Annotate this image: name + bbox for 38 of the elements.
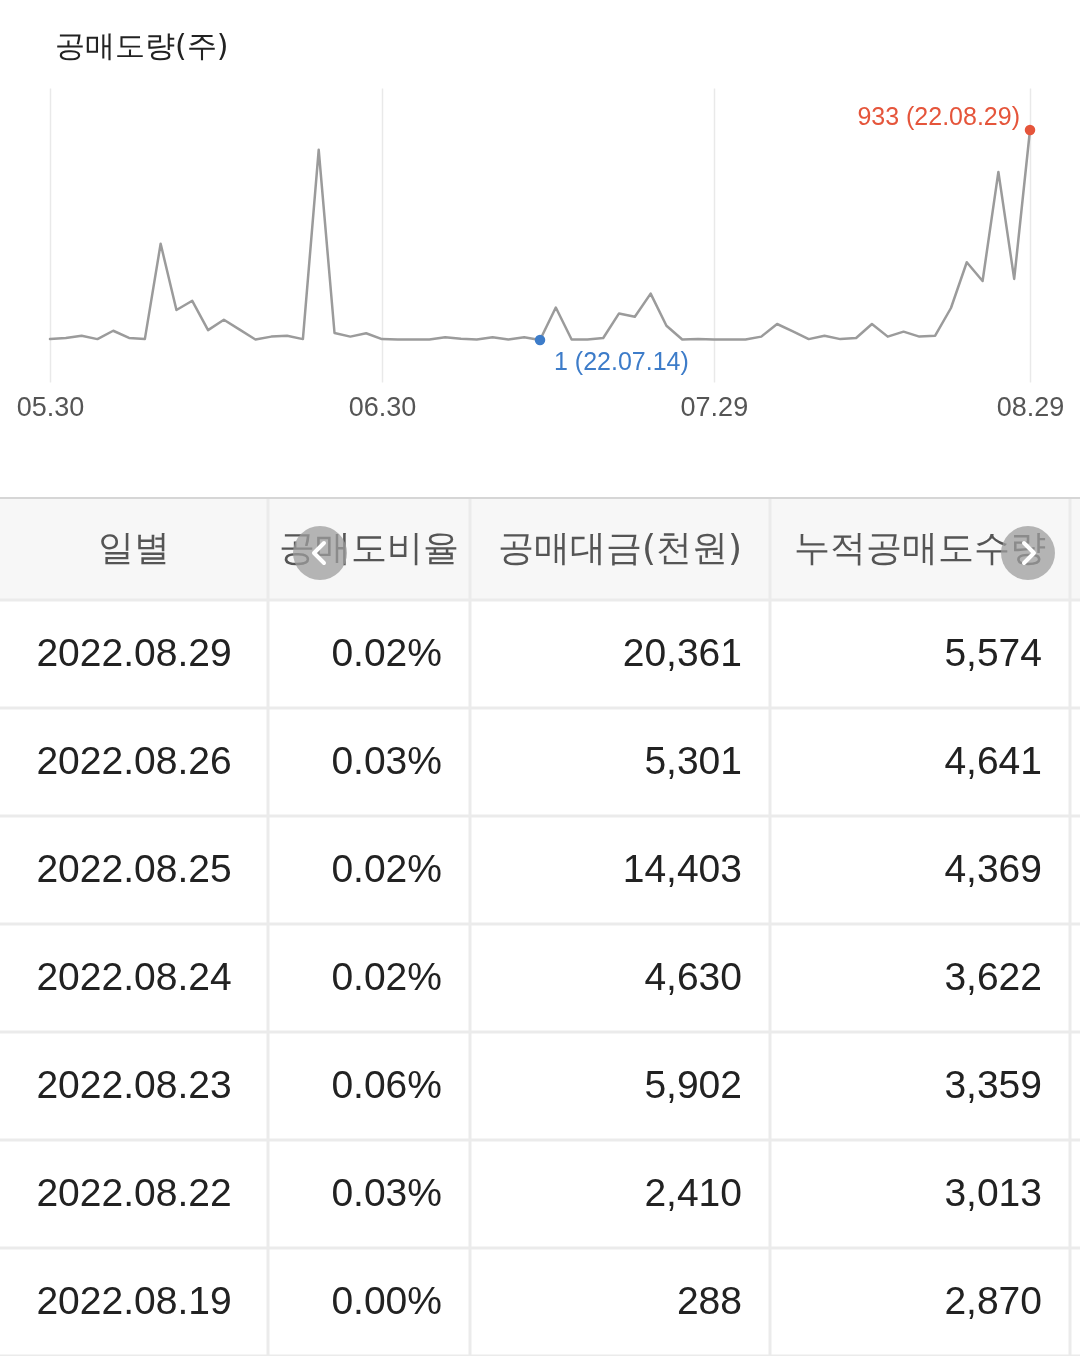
text: 공매도비율 xyxy=(279,526,459,568)
data-label: 0.02% xyxy=(331,631,442,674)
category-label: 2022.08.23 xyxy=(36,1063,232,1106)
category-label: 2022.08.19 xyxy=(36,1279,232,1322)
data-label: 3,013 xyxy=(944,1171,1042,1214)
x-tick-label: 08.29 xyxy=(996,391,1065,422)
data-label: 5,574 xyxy=(944,631,1042,674)
text: 공매대금(천원) xyxy=(497,526,743,568)
category-label: 2022.08.22 xyxy=(36,1171,232,1214)
data-label: 0.02% xyxy=(331,847,442,890)
data-label: 4,369 xyxy=(944,847,1042,890)
text: 일별 xyxy=(98,526,170,568)
data-label: 3,359 xyxy=(944,1063,1042,1106)
data-label: 1 (22.07.14) xyxy=(554,347,689,375)
data-label: 4,630 xyxy=(644,955,742,998)
data-label: 0.02% xyxy=(331,955,442,998)
category-label: 2022.08.25 xyxy=(36,847,232,890)
data-label: 3,622 xyxy=(944,955,1042,998)
data-label: 5,301 xyxy=(644,739,742,782)
data-label: 0.06% xyxy=(331,1063,442,1106)
x-tick-label: 06.30 xyxy=(348,391,417,422)
data-label: 0.00% xyxy=(331,1279,442,1322)
data-label: 0.03% xyxy=(331,1171,442,1214)
category-label: 2022.08.29 xyxy=(36,631,232,674)
data-label: 4,641 xyxy=(944,739,1042,782)
x-tick-label: 07.29 xyxy=(680,391,749,422)
data-label: 2,870 xyxy=(944,1279,1042,1322)
data-label: 933 (22.08.29) xyxy=(857,102,1020,130)
data-label: 0.03% xyxy=(331,739,442,782)
x-tick-label: 05.30 xyxy=(16,391,85,422)
data-label: 14,403 xyxy=(622,847,742,890)
data-label: 5,902 xyxy=(644,1063,742,1106)
category-label: 2022.08.24 xyxy=(36,955,232,998)
category-label: 2022.08.26 xyxy=(36,739,232,782)
chart-title: 공매도량(주) xyxy=(55,28,229,63)
data-label: 20,361 xyxy=(622,631,742,674)
data-label: 288 xyxy=(676,1279,742,1322)
data-label: 2,410 xyxy=(644,1171,742,1214)
